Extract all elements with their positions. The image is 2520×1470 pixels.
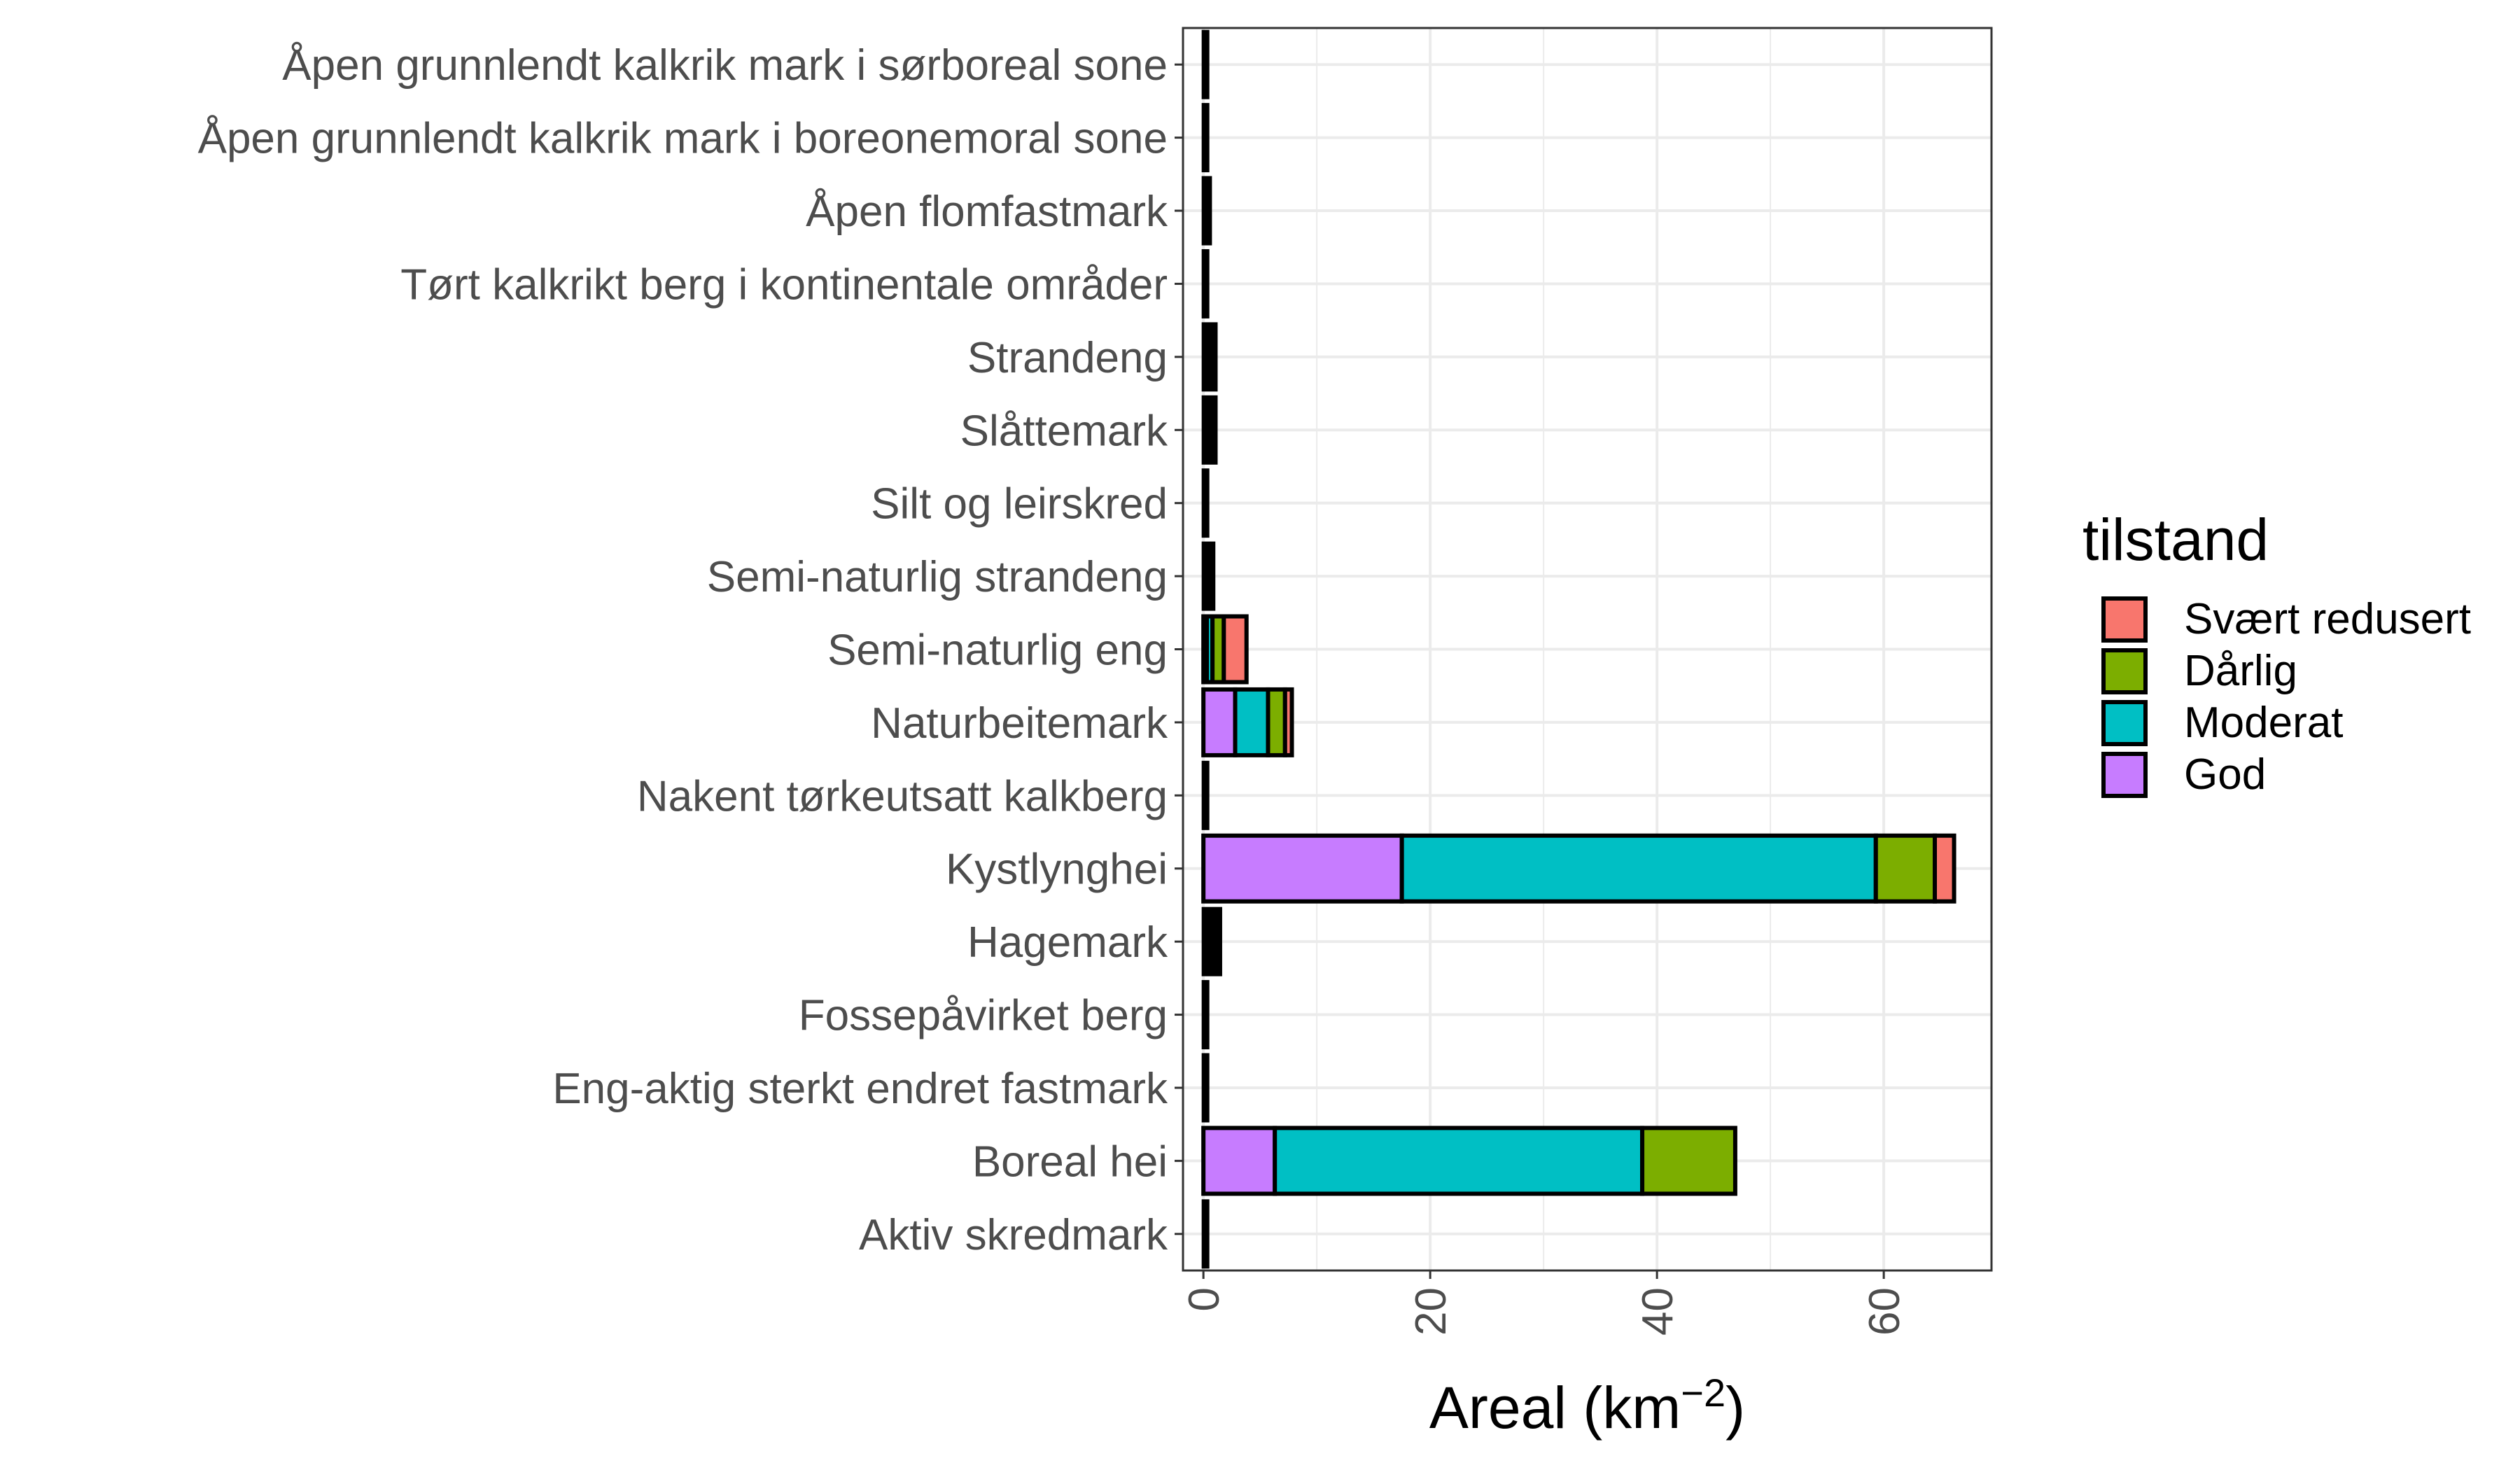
- legend-label: Svært redusert: [2184, 595, 2471, 643]
- bar-row: [1201, 980, 1210, 1050]
- bar-segment: [1201, 468, 1210, 538]
- category-label: Aktiv skredmark: [859, 1211, 1168, 1259]
- bar-segment: [1201, 395, 1218, 465]
- bar-row: [1201, 906, 1222, 976]
- bar-row: [1201, 176, 1212, 246]
- category-label: Nakent tørkeutsatt kalkberg: [637, 772, 1168, 820]
- bar-segment: [1201, 833, 1404, 904]
- x-axis-title: Areal (km−2): [1429, 1371, 1745, 1441]
- bar-row: [1201, 1053, 1210, 1123]
- category-label: Slåttemark: [960, 407, 1168, 455]
- category-label: Åpen grunnlendt kalkrik mark i boreonemo…: [198, 115, 1168, 163]
- category-label: Tørt kalkrikt berg i kontinentale område…: [400, 260, 1168, 309]
- bar-row: [1201, 248, 1210, 318]
- category-label: Fossepåvirket berg: [799, 992, 1168, 1040]
- category-label: Eng-aktig sterkt endret fastmark: [552, 1065, 1168, 1113]
- bar-row: [1201, 322, 1218, 392]
- bar-row: [1201, 614, 1249, 685]
- category-label: Boreal hei: [972, 1138, 1168, 1186]
- legend-swatch: [2101, 700, 2148, 746]
- category-label: Åpen grunnlendt kalkrik mark i sørboreal…: [282, 41, 1168, 90]
- x-tick-label: 60: [1861, 1287, 1909, 1336]
- bar-row: [1201, 833, 1956, 904]
- bar-row: [1201, 395, 1218, 465]
- bar-segment: [1201, 29, 1210, 99]
- category-label: Hagemark: [967, 918, 1168, 967]
- bar-row: [1201, 687, 1294, 757]
- bar-segment: [1201, 176, 1212, 246]
- legend-swatch: [2101, 752, 2148, 798]
- bar-segment: [1201, 760, 1210, 830]
- bar-segment: [1873, 833, 1938, 904]
- category-label: Silt og leirskred: [871, 480, 1168, 528]
- bar-segment: [1222, 614, 1249, 685]
- bar-segment: [1201, 1053, 1210, 1123]
- x-axis-ticks: 0 20 40 60: [1180, 1270, 1909, 1336]
- bar-segment: [1640, 1126, 1737, 1196]
- bar-row: [1201, 1126, 1737, 1196]
- category-label: Semi-naturlig strandeng: [707, 553, 1168, 601]
- x-tick-label: 0: [1180, 1287, 1228, 1311]
- legend-swatch: [2101, 596, 2148, 643]
- bar-segment: [1273, 1126, 1645, 1196]
- category-label: Kystlynghei: [946, 846, 1168, 894]
- category-label: Naturbeitemark: [871, 699, 1168, 748]
- bar-row: [1201, 103, 1210, 173]
- bar-segment: [1201, 322, 1218, 392]
- bar-row: [1201, 1199, 1210, 1269]
- bar-segment: [1282, 687, 1294, 757]
- bar-segment: [1201, 906, 1222, 976]
- legend-label: Dårlig: [2184, 647, 2297, 695]
- bar-segment: [1201, 541, 1216, 611]
- bar-segment: [1201, 1126, 1278, 1196]
- category-label: Strandeng: [967, 334, 1168, 382]
- x-axis-title-main: Areal (km: [1429, 1375, 1681, 1441]
- x-tick-label: 40: [1634, 1287, 1682, 1336]
- category-label: Semi-naturlig eng: [827, 626, 1168, 675]
- category-label: Åpen flomfastmark: [806, 188, 1168, 236]
- bar-segment: [1399, 833, 1878, 904]
- bar-row: [1201, 29, 1210, 99]
- x-axis-title-superscript: −2: [1681, 1371, 1726, 1415]
- legend-swatch: [2101, 648, 2148, 694]
- legend-label: God: [2184, 750, 2266, 799]
- bar-segment: [1201, 1199, 1210, 1269]
- bar-row: [1201, 541, 1216, 611]
- legend-title: tilstand: [2082, 507, 2269, 573]
- category-labels: Åpen grunnlendt kalkrik mark i sørboreal…: [198, 41, 1183, 1259]
- x-axis-title-close: ): [1726, 1375, 1745, 1441]
- bar-segment: [1201, 980, 1210, 1050]
- bar-row: [1201, 468, 1210, 538]
- bars: [1201, 29, 1956, 1269]
- bar-segment: [1201, 103, 1210, 173]
- bar-row: [1201, 760, 1210, 830]
- bar-segment: [1933, 833, 1956, 904]
- legend-label: Moderat: [2184, 699, 2343, 747]
- bar-segment: [1266, 687, 1287, 757]
- x-tick-label: 20: [1407, 1287, 1455, 1336]
- bar-segment: [1201, 248, 1210, 318]
- bar-segment: [1233, 687, 1270, 757]
- bar-segment: [1201, 687, 1238, 757]
